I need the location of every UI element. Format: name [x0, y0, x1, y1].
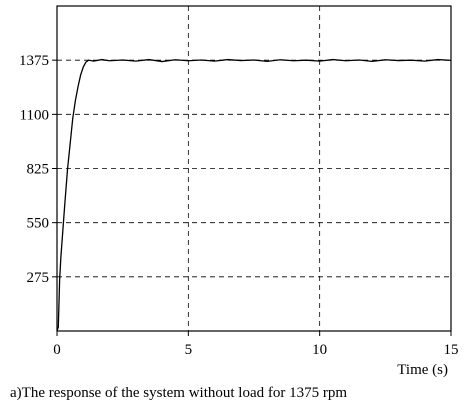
series-line — [56, 58, 452, 332]
x-axis-ticks: 0 5 10 15 — [53, 331, 459, 358]
y-tick-label: 1375 — [19, 53, 49, 69]
x-tick-label: 10 — [312, 342, 327, 358]
y-tick-label: 550 — [27, 216, 50, 232]
chart-caption: a)The response of the system without loa… — [10, 385, 347, 401]
y-tick-label: 825 — [27, 162, 50, 178]
x-tick-label: 0 — [53, 342, 61, 358]
x-axis-label: Time (s) — [397, 362, 448, 378]
y-tick-label: 275 — [27, 270, 50, 286]
x-tick-label: 5 — [185, 342, 193, 358]
y-tick-label: 1100 — [20, 107, 49, 123]
y-axis-ticks: 275 550 825 1100 1375 — [19, 53, 57, 286]
x-tick-label: 15 — [444, 342, 459, 358]
